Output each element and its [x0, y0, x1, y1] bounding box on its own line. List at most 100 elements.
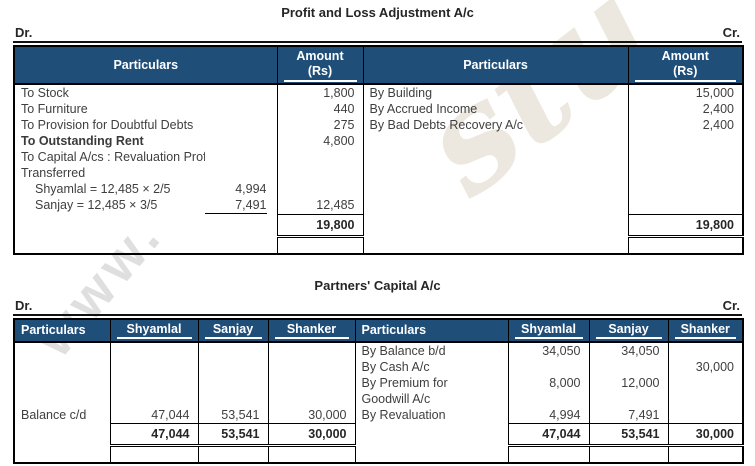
capital-header-particulars-right: Particulars [355, 318, 509, 343]
capital-header-shyamlal-right: Shyamlal [508, 318, 590, 343]
table-row: Goodwill A/c [14, 390, 743, 407]
capital-credit-particulars: By Revaluation [355, 406, 509, 423]
pl-debit-subamount [205, 133, 267, 149]
table-row: To Provision for Doubtful Debts 275 By B… [14, 117, 743, 133]
capital-credit-shanker: 30,000 [695, 359, 734, 374]
pl-dr-label: Dr. [15, 25, 33, 40]
pl-debit-amount [277, 165, 364, 181]
pl-debit-particulars: To Stock [21, 86, 69, 100]
partners-capital-table: Particulars Shyamlal Sanjay Shanker Part… [13, 317, 744, 464]
capital-debit-shanker [268, 390, 356, 407]
capital-credit-total-shanker: 30,000 [668, 422, 743, 447]
pl-account-title: Profit and Loss Adjustment A/c [281, 5, 474, 20]
capital-credit-shyamlal [508, 390, 590, 407]
pl-debit-amount: 1,800 [277, 84, 364, 101]
capital-debit-sanjay [198, 390, 269, 407]
capital-debit-particulars [14, 341, 111, 359]
capital-debit-shyamlal [110, 341, 199, 359]
capital-totals-row: 47,044 53,541 30,000 47,044 53,541 30,00… [14, 422, 743, 447]
pl-debit-subamount [205, 117, 267, 133]
pl-credit-particulars: By Building [363, 84, 629, 101]
pl-drcr-row: Dr. Cr. [13, 25, 742, 43]
capital-credit-sanjay: 34,050 [589, 341, 669, 359]
table-row: By Balance b/d 34,050 34,050 [14, 341, 743, 359]
capital-debit-shanker: 30,000 [268, 406, 356, 423]
capital-cr-label: Cr. [722, 297, 740, 313]
pl-debit-particulars: To Capital A/cs : Revaluation Profit [21, 150, 205, 164]
capital-debit-sanjay [198, 374, 269, 391]
pl-debit-amount: 275 [277, 117, 364, 133]
capital-debit-shyamlal [110, 390, 199, 407]
pl-credit-amount: 2,400 [702, 118, 734, 132]
capital-credit-total-shyamlal: 47,044 [508, 422, 590, 447]
pl-debit-subamount [205, 101, 267, 117]
capital-debit-particulars: Balance c/d [14, 406, 111, 423]
pl-header-particulars-right: Particulars [363, 46, 629, 85]
table-row: By Cash A/c 30,000 [14, 358, 743, 375]
pl-debit-particulars: Shyamlal = 12,485 × 2/5 [35, 182, 171, 196]
table-row: Shyamlal = 12,485 × 2/5 4,994 [14, 181, 743, 197]
pl-credit-particulars [363, 181, 629, 197]
capital-debit-shanker [268, 341, 356, 359]
capital-credit-sanjay: 7,491 [589, 406, 669, 423]
pl-credit-particulars [363, 133, 629, 149]
pl-credit-total: 19,800 [628, 213, 743, 238]
pl-credit-particulars [363, 149, 629, 165]
capital-credit-particulars: By Balance b/d [355, 341, 509, 359]
capital-credit-shanker [668, 375, 743, 391]
capital-credit-particulars: By Cash A/c [355, 358, 509, 375]
table-row: Balance c/d 47,044 53,541 30,000 By Reva… [14, 406, 743, 424]
pl-header-amount-right: Amount (Rs) [628, 46, 743, 85]
table-row: By Premium for 8,000 12,000 [14, 374, 743, 391]
pl-credit-particulars [363, 165, 629, 181]
pl-totals-row: 19,800 19,800 [14, 213, 743, 238]
table-row: To Stock 1,800 By Building 15,000 [14, 84, 743, 101]
capital-credit-sanjay [589, 390, 669, 407]
capital-credit-shanker [668, 391, 743, 407]
capital-debit-shyamlal: 47,044 [110, 406, 199, 423]
capital-dr-label: Dr. [15, 297, 33, 313]
capital-debit-sanjay: 53,541 [198, 406, 269, 423]
pl-credit-amount [628, 197, 743, 214]
capital-drcr-row: Dr. Cr. [13, 298, 742, 316]
pl-debit-amount [277, 149, 364, 165]
pl-debit-subamount [205, 165, 267, 181]
pl-debit-particulars: Sanjay = 12,485 × 3/5 [35, 198, 158, 212]
capital-debit-particulars [14, 374, 111, 391]
capital-credit-shanker [668, 342, 743, 359]
pl-debit-total: 19,800 [277, 213, 364, 238]
capital-header-row: Particulars Shyamlal Sanjay Shanker Part… [14, 318, 743, 343]
capital-header-sanjay-right: Sanjay [589, 318, 669, 343]
pl-debit-amount: 4,800 [277, 133, 364, 149]
pl-debit-amount: 440 [277, 101, 364, 117]
capital-credit-shyamlal: 34,050 [508, 341, 590, 359]
capital-credit-shanker [668, 407, 743, 424]
capital-debit-shanker [268, 358, 356, 375]
capital-credit-particulars: Goodwill A/c [355, 390, 509, 407]
table-row: To Furniture 440 By Accrued Income 2,400 [14, 101, 743, 117]
capital-account-title: Partners' Capital A/c [314, 277, 441, 293]
table-row: Sanjay = 12,485 × 3/5 7,491 12,485 [14, 197, 743, 214]
capital-credit-shyamlal: 4,994 [508, 406, 590, 423]
capital-debit-shyamlal [110, 374, 199, 391]
pl-debit-subamount [205, 85, 267, 101]
pl-cr-label: Cr. [722, 25, 740, 40]
pl-debit-particulars: To Furniture [21, 102, 88, 116]
pl-debit-particulars: Transferred [21, 166, 86, 180]
capital-credit-particulars: By Premium for [355, 374, 509, 391]
capital-empty-row [14, 445, 743, 463]
capital-header-sanjay-left: Sanjay [198, 318, 269, 343]
pl-debit-subamount: 7,491 [204, 197, 267, 214]
capital-debit-shyamlal [110, 358, 199, 375]
pl-credit-amount [628, 133, 743, 149]
pl-header-amount-left: Amount (Rs) [277, 46, 364, 85]
pl-adjustment-table: Particulars Amount (Rs) Particulars Amoun… [13, 45, 744, 255]
pl-debit-subamount: 4,994 [235, 182, 267, 196]
capital-debit-particulars [14, 358, 111, 375]
capital-header-shanker-left: Shanker [268, 318, 356, 343]
table-row: To Capital A/cs : Revaluation Profit [14, 149, 743, 165]
capital-debit-sanjay [198, 358, 269, 375]
capital-debit-particulars [14, 390, 111, 407]
